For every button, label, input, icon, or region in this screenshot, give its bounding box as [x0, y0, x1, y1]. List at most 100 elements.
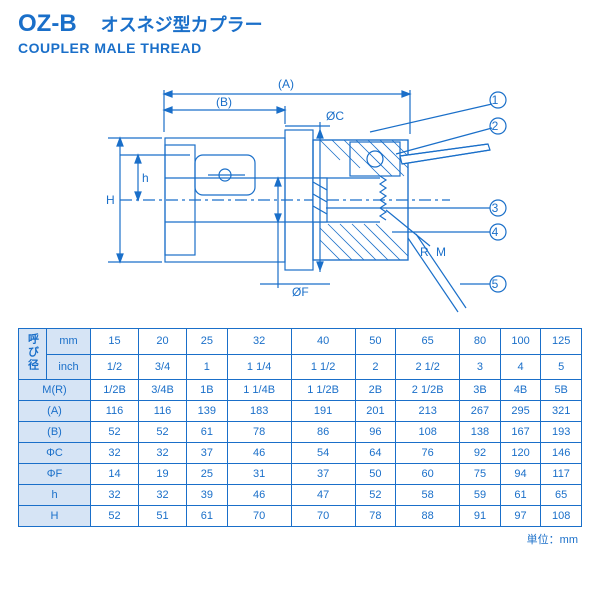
cell-(B)-7: 138 — [460, 422, 501, 443]
col-mm-2: 25 — [187, 329, 228, 355]
cell-M(R)-9: 5B — [541, 380, 582, 401]
cell-(A)-2: 139 — [187, 401, 228, 422]
cell-M(R)-5: 2B — [355, 380, 396, 401]
cell-(B)-0: 52 — [91, 422, 139, 443]
cell-ΦF-5: 50 — [355, 464, 396, 485]
cell-h-1: 32 — [139, 485, 187, 506]
callout-3: 3 — [492, 201, 499, 215]
cell-H-8: 97 — [500, 506, 541, 527]
cell-ΦC-8: 120 — [500, 443, 541, 464]
cell-ΦC-7: 92 — [460, 443, 501, 464]
cell-H-2: 61 — [187, 506, 228, 527]
cell-(B)-1: 52 — [139, 422, 187, 443]
col-mm-1: 20 — [139, 329, 187, 355]
cell-ΦF-1: 19 — [139, 464, 187, 485]
cell-(A)-0: 116 — [91, 401, 139, 422]
unit-note: 単位：mm — [0, 527, 600, 547]
col-inch-9: 5 — [541, 354, 582, 380]
dim-label-h-big: H — [106, 193, 115, 207]
cell-h-2: 39 — [187, 485, 228, 506]
col-mm-5: 50 — [355, 329, 396, 355]
cell-(B)-4: 86 — [291, 422, 355, 443]
row-h: h — [19, 485, 91, 506]
product-title-jp: オスネジ型カプラー — [101, 11, 263, 37]
cell-(B)-5: 96 — [355, 422, 396, 443]
cell-(B)-9: 193 — [541, 422, 582, 443]
unit-inch: inch — [47, 354, 91, 380]
callout-5: 5 — [492, 277, 499, 291]
dim-label-c: ØC — [326, 109, 344, 123]
cell-(A)-6: 213 — [396, 401, 460, 422]
cell-ΦC-9: 146 — [541, 443, 582, 464]
technical-diagram: (A) (B) ØC ØF h H R M 1 2 3 4 5 — [20, 60, 580, 320]
cell-(B)-8: 167 — [500, 422, 541, 443]
col-inch-6: 2 1/2 — [396, 354, 460, 380]
col-inch-2: 1 — [187, 354, 228, 380]
cell-h-7: 59 — [460, 485, 501, 506]
row-H: H — [19, 506, 91, 527]
cell-ΦF-8: 94 — [500, 464, 541, 485]
cell-M(R)-3: 1 1/4B — [227, 380, 291, 401]
cell-h-8: 61 — [500, 485, 541, 506]
col-mm-3: 32 — [227, 329, 291, 355]
spec-table: 呼び径mm1520253240506580100125inch1/23/411 … — [18, 328, 582, 527]
cell-H-0: 52 — [91, 506, 139, 527]
unit-mm: mm — [47, 329, 91, 355]
cell-H-1: 51 — [139, 506, 187, 527]
row-M(R): M(R) — [19, 380, 91, 401]
col-inch-1: 3/4 — [139, 354, 187, 380]
callout-4: 4 — [492, 225, 499, 239]
cell-M(R)-4: 1 1/2B — [291, 380, 355, 401]
product-code: OZ-B — [18, 10, 77, 38]
cell-h-0: 32 — [91, 485, 139, 506]
cell-M(R)-2: 1B — [187, 380, 228, 401]
cell-(B)-2: 61 — [187, 422, 228, 443]
dim-label-m: M — [436, 245, 446, 259]
cell-(A)-8: 295 — [500, 401, 541, 422]
cell-M(R)-8: 4B — [500, 380, 541, 401]
cell-(A)-9: 321 — [541, 401, 582, 422]
cell-h-3: 46 — [227, 485, 291, 506]
row-(B): (B) — [19, 422, 91, 443]
col-inch-3: 1 1/4 — [227, 354, 291, 380]
cell-ΦF-4: 37 — [291, 464, 355, 485]
col-mm-7: 80 — [460, 329, 501, 355]
cell-ΦF-3: 31 — [227, 464, 291, 485]
cell-M(R)-0: 1/2B — [91, 380, 139, 401]
callout-2: 2 — [492, 119, 499, 133]
cell-(A)-1: 116 — [139, 401, 187, 422]
dim-label-h-small: h — [142, 171, 149, 185]
cell-h-5: 52 — [355, 485, 396, 506]
cell-(A)-7: 267 — [460, 401, 501, 422]
callout-1: 1 — [492, 93, 499, 107]
corner-label: 呼び径 — [19, 329, 47, 380]
col-inch-8: 4 — [500, 354, 541, 380]
cell-ΦF-0: 14 — [91, 464, 139, 485]
cell-ΦF-2: 25 — [187, 464, 228, 485]
col-inch-4: 1 1/2 — [291, 354, 355, 380]
cell-ΦC-6: 76 — [396, 443, 460, 464]
cell-ΦC-1: 32 — [139, 443, 187, 464]
cell-ΦF-7: 75 — [460, 464, 501, 485]
cell-M(R)-6: 2 1/2B — [396, 380, 460, 401]
row-ΦC: ΦC — [19, 443, 91, 464]
col-inch-7: 3 — [460, 354, 501, 380]
cell-M(R)-7: 3B — [460, 380, 501, 401]
cell-H-6: 88 — [396, 506, 460, 527]
spec-table-wrap: 呼び径mm1520253240506580100125inch1/23/411 … — [0, 328, 600, 527]
cell-h-6: 58 — [396, 485, 460, 506]
col-mm-9: 125 — [541, 329, 582, 355]
cell-H-7: 91 — [460, 506, 501, 527]
cell-(A)-4: 191 — [291, 401, 355, 422]
cell-H-4: 70 — [291, 506, 355, 527]
cell-ΦF-9: 117 — [541, 464, 582, 485]
dim-label-r: R — [420, 245, 429, 259]
dim-label-b: (B) — [216, 95, 232, 109]
cell-ΦC-0: 32 — [91, 443, 139, 464]
col-mm-0: 15 — [91, 329, 139, 355]
cell-M(R)-1: 3/4B — [139, 380, 187, 401]
col-inch-0: 1/2 — [91, 354, 139, 380]
cell-(B)-3: 78 — [227, 422, 291, 443]
col-mm-6: 65 — [396, 329, 460, 355]
cell-(A)-3: 183 — [227, 401, 291, 422]
